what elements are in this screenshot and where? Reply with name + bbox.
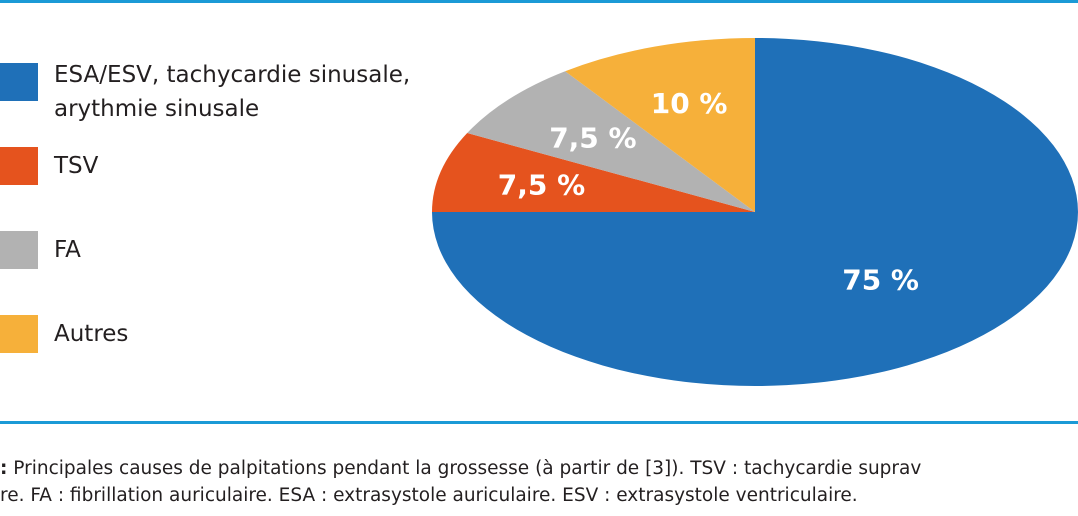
caption-line2: re. FA : fibrillation auriculaire. ESA :…	[0, 485, 858, 506]
legend-label-tsv: TSV	[54, 153, 99, 179]
figure-caption: : Principales causes de palpitations pen…	[0, 455, 1078, 509]
pie-data-label-0: 75 %	[842, 264, 919, 297]
pie-slice-3	[565, 38, 755, 212]
legend: ESA/ESV, tachycardie sinusale, arythmie …	[0, 0, 460, 420]
legend-label-esa-esv-line1: ESA/ESV, tachycardie sinusale,	[54, 62, 411, 88]
top-rule	[0, 0, 1078, 3]
legend-label-autres: Autres	[54, 321, 129, 347]
pie-chart: 75 % 7,5 % 7,5 % 10 %	[432, 38, 1078, 386]
bottom-rule	[0, 421, 1078, 424]
pie-slice-2	[467, 71, 755, 212]
pie-data-label-3: 10 %	[651, 87, 728, 120]
legend-swatch-fa	[0, 231, 38, 269]
legend-swatch-esa-esv	[0, 63, 38, 101]
caption-line1: Principales causes de palpitations penda…	[13, 458, 922, 479]
legend-swatch-autres	[0, 315, 38, 353]
pie-slice-1	[432, 133, 755, 212]
legend-swatch-tsv	[0, 147, 38, 185]
legend-label-fa: FA	[54, 237, 81, 263]
legend-label-esa-esv-line2: arythmie sinusale	[54, 96, 260, 122]
pie-data-label-2: 7,5 %	[549, 121, 636, 154]
pie-data-label-1: 7,5 %	[498, 168, 585, 201]
caption-lead: :	[0, 458, 8, 479]
